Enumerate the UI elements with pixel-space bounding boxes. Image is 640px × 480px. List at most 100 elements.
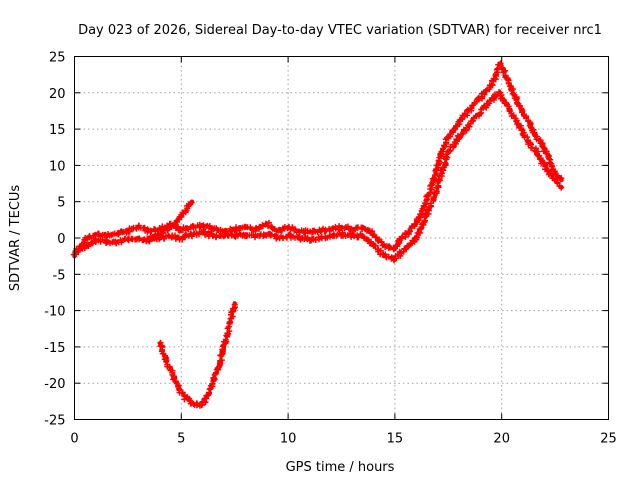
data-point [392, 246, 398, 252]
data-point [189, 199, 195, 204]
data-point [147, 228, 152, 233]
data-point [115, 232, 120, 237]
data-point [508, 108, 513, 114]
data-point [339, 232, 344, 237]
data-point [456, 134, 462, 139]
data-point [446, 134, 451, 139]
data-point [232, 301, 237, 306]
data-point [426, 192, 432, 197]
data-point [147, 235, 152, 241]
data-point [452, 126, 457, 132]
data-point [196, 402, 201, 408]
data-point [540, 159, 545, 164]
data-point [371, 232, 376, 237]
data-point [469, 105, 474, 110]
data-point [476, 97, 481, 103]
data-point [328, 233, 334, 239]
data-point [514, 119, 519, 125]
data-point [469, 119, 474, 125]
data-point [136, 235, 141, 241]
data-point [382, 243, 387, 248]
series-main-track-lower [70, 89, 565, 264]
data-point [317, 235, 323, 241]
data-point [407, 228, 413, 233]
data-point [420, 206, 425, 212]
data-point [228, 319, 233, 324]
data-point [189, 232, 195, 237]
data-point [527, 141, 532, 146]
data-point [264, 221, 269, 226]
data-point [559, 184, 564, 190]
data-point [482, 105, 487, 110]
x-tick-label: 0 [70, 432, 78, 447]
data-point [157, 341, 163, 346]
data-point [307, 237, 312, 242]
data-point [520, 112, 526, 117]
data-point [433, 192, 438, 197]
x-tick-label: 15 [387, 432, 404, 447]
data-point [232, 233, 237, 239]
data-point [414, 221, 419, 226]
data-point [452, 141, 457, 146]
x-tick-label: 10 [280, 432, 297, 447]
data-point [211, 233, 216, 239]
data-point [189, 401, 195, 406]
y-tick-label: 5 [57, 196, 65, 211]
data-point [296, 228, 301, 233]
data-point [221, 234, 227, 239]
axis-ticks: 0 5 10 15 20 25 -25 -20 -15 -10 -5 0 5 10 15 20 25 [44, 51, 617, 447]
data-point [349, 233, 355, 239]
data-point [253, 233, 259, 239]
data-point [85, 235, 90, 241]
data-point [85, 243, 90, 248]
data-point [211, 226, 216, 231]
x-tick-label: 25 [600, 432, 617, 447]
data-point [179, 235, 184, 241]
data-points [70, 60, 565, 409]
series-negative-arc [157, 301, 239, 409]
data-point [497, 61, 502, 66]
data-point [136, 224, 141, 230]
data-point [533, 148, 539, 154]
data-point [476, 112, 481, 117]
data-point [482, 90, 487, 96]
data-point [164, 359, 169, 364]
data-point [501, 97, 507, 103]
data-point [439, 170, 445, 175]
data-point [189, 224, 195, 230]
data-point [392, 257, 398, 262]
data-point [78, 246, 84, 252]
data-point [520, 130, 526, 135]
data-point [168, 234, 173, 239]
data-point [546, 155, 551, 161]
data-point [183, 395, 188, 400]
data-point [414, 235, 419, 241]
data-point [463, 112, 468, 117]
data-point [407, 243, 413, 248]
data-point [209, 384, 214, 390]
data-point [253, 227, 259, 232]
data-point [559, 177, 564, 183]
data-point [168, 224, 173, 230]
data-point [243, 232, 248, 237]
data-point [446, 148, 451, 154]
data-point [501, 68, 507, 74]
data-point [349, 227, 355, 232]
data-point [179, 214, 184, 219]
data-point [243, 224, 248, 230]
x-tick-label: 5 [177, 432, 185, 447]
data-point [317, 228, 323, 233]
data-point [371, 243, 376, 248]
data-point [497, 90, 502, 96]
data-point [285, 233, 291, 239]
data-point [493, 76, 498, 81]
data-point [176, 386, 182, 392]
data-point [157, 232, 163, 237]
data-point [202, 399, 207, 404]
data-point [93, 237, 99, 243]
y-tick-label: 0 [57, 232, 65, 247]
series-rising-arc [147, 199, 195, 243]
data-point [170, 373, 175, 379]
data-point [339, 224, 344, 230]
